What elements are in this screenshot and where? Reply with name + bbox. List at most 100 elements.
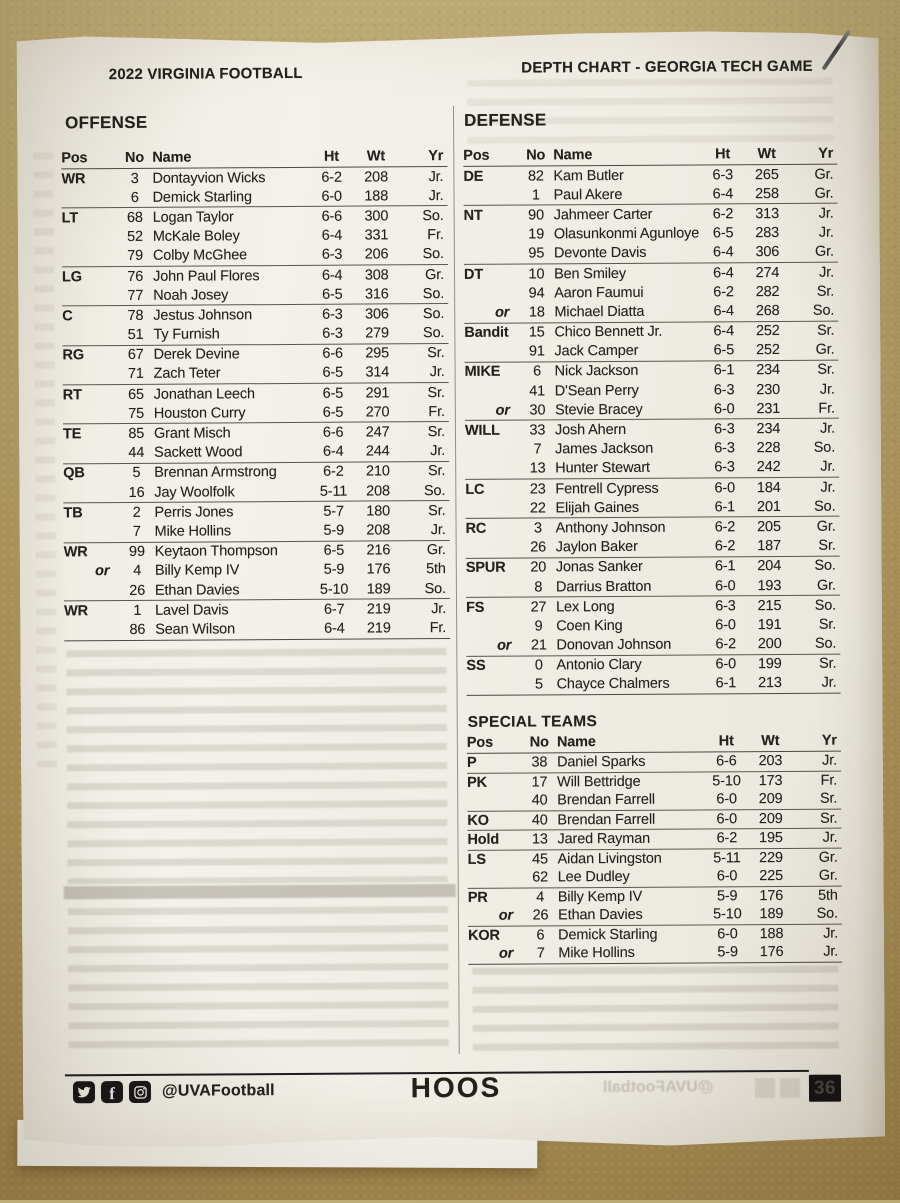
cell-no: 4 [119, 563, 155, 579]
cell-ht: 6-0 [703, 617, 748, 633]
cell-no: 19 [519, 227, 554, 243]
instagram-icon [129, 1081, 151, 1103]
cell-wt: 306 [746, 244, 789, 260]
cell-pos: KOR [468, 927, 523, 943]
page-number: 36 [814, 1077, 836, 1099]
cell-ht: 6-6 [310, 425, 356, 441]
cell-pos: PR [468, 889, 523, 905]
page-number-badge: 36 [809, 1075, 841, 1102]
cell-pos: P [467, 755, 522, 771]
column-header-wt: Wt [749, 733, 792, 749]
cell-yr: So. [399, 325, 449, 341]
cell-yr: So. [400, 581, 450, 597]
cell-wt: 201 [747, 499, 790, 515]
column-header-wt: Wt [354, 148, 398, 164]
cell-name: Josh Ahern [555, 421, 702, 438]
paper-edge-shadow [853, 29, 886, 1145]
cell-name: Ethan Davies [558, 907, 705, 924]
cell-yr: Sr. [399, 385, 449, 401]
cell-yr: Jr. [790, 479, 839, 495]
cell-name: Perris Jones [154, 504, 310, 521]
cell-name: Brendan Farrell [557, 792, 704, 809]
cell-pos: LT [62, 210, 118, 226]
cell-pos: or [466, 638, 521, 654]
cell-yr: Jr. [792, 830, 841, 846]
cell-name: Jack Camper [554, 343, 701, 360]
cell-name: Demick Starling [153, 189, 309, 206]
cell-no: 99 [119, 544, 155, 560]
cell-no: 23 [520, 481, 555, 497]
cell-yr: Sr. [791, 617, 840, 633]
cell-name: Jaylon Baker [556, 539, 703, 556]
cell-ht: 6-2 [703, 636, 748, 652]
cell-no: 4 [523, 889, 558, 905]
cell-yr: Sr. [400, 503, 450, 519]
cell-yr: So. [400, 483, 450, 499]
cell-ht: 5-7 [311, 503, 357, 519]
cell-yr: Gr. [793, 849, 842, 865]
cell-ht: 6-5 [310, 404, 356, 420]
cell-wt: 279 [355, 325, 399, 341]
cell-no: 9 [521, 618, 556, 634]
cell-wt: 176 [750, 944, 793, 960]
cell-ht: 5-9 [311, 562, 357, 578]
cell-wt: 219 [357, 620, 401, 636]
cell-yr: Jr. [790, 381, 839, 397]
cell-pos: or [464, 304, 519, 320]
page-title-right: DEPTH CHART - GEORGIA TECH GAME [521, 58, 813, 77]
cell-yr: Jr. [400, 601, 450, 617]
cell-ht: 6-3 [702, 421, 747, 437]
cell-no: 95 [519, 246, 554, 262]
cell-ht: 6-5 [309, 286, 355, 302]
cell-wt: 208 [356, 483, 400, 499]
cell-no: 5 [521, 677, 556, 693]
cell-name: Houston Curry [154, 405, 310, 422]
cell-wt: 270 [356, 404, 400, 420]
cell-ht: 6-4 [309, 267, 355, 283]
cell-no: 90 [518, 207, 553, 223]
cell-ht: 5-11 [704, 850, 749, 866]
cell-yr: Sr. [399, 345, 449, 361]
cell-ht: 6-2 [311, 464, 357, 480]
cell-wt: 204 [748, 558, 791, 574]
cell-wt: 184 [747, 480, 790, 496]
cell-name: Brendan Farrell [557, 811, 704, 828]
cell-ht: 6-0 [309, 188, 355, 204]
cell-yr: Sr. [792, 810, 841, 826]
cell-yr: Fr. [398, 227, 448, 243]
cell-no: 51 [118, 327, 154, 343]
cell-wt: 252 [746, 323, 789, 339]
cell-yr: So. [790, 498, 839, 514]
cell-yr: Sr. [790, 362, 839, 378]
cell-wt: 295 [355, 346, 399, 362]
cell-wt: 234 [747, 421, 790, 437]
cell-wt: 189 [750, 906, 793, 922]
cell-wt: 225 [750, 868, 793, 884]
cell-ht: 6-0 [703, 656, 748, 672]
cell-pos: TB [63, 505, 119, 521]
cell-no: 91 [519, 344, 554, 360]
cell-no: 75 [118, 406, 154, 422]
cell-ht: 6-0 [704, 791, 749, 807]
cell-wt: 209 [749, 791, 792, 807]
cell-ht: 6-2 [700, 206, 745, 222]
